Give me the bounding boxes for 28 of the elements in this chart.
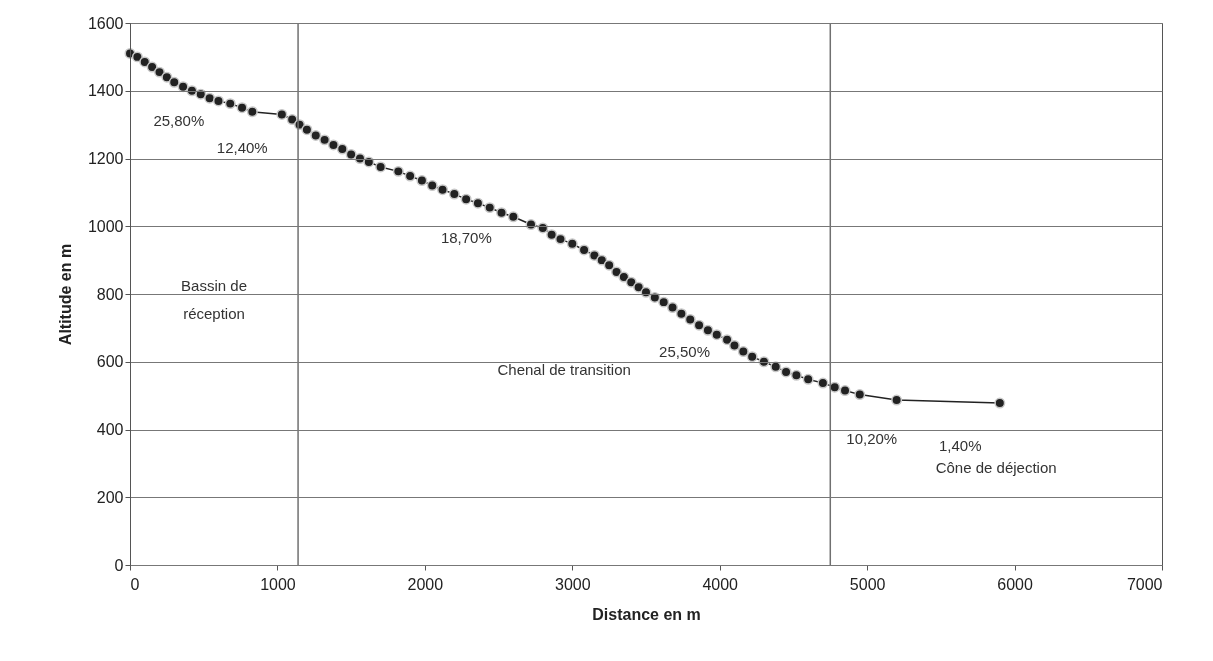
x-tick-label: 5000 [849, 575, 886, 593]
y-axis-title: Altitude en m [56, 243, 74, 346]
y-tick-label: 800 [96, 285, 124, 303]
annotation: 18,70% [440, 229, 492, 247]
x-tick-label: 4000 [702, 575, 739, 593]
y-tick-label: 0 [114, 556, 124, 574]
x-tick-label: 0 [130, 575, 140, 593]
annotation: Cône de déjection [935, 458, 1057, 476]
y-tick-label: 1200 [87, 150, 124, 167]
x-tick-label: 1000 [260, 575, 296, 593]
annotation: 25,50% [659, 342, 710, 360]
x-tick-label: 7000 [1126, 575, 1163, 593]
annotation: 1,40% [938, 436, 982, 454]
annotation: Bassin de réception [181, 276, 247, 322]
annotation: 12,40% [216, 138, 268, 156]
y-tick-label: 200 [96, 488, 124, 506]
y-tick-label: 600 [96, 353, 124, 371]
annotation: Chenal de transition [497, 361, 631, 379]
annotation: 10,20% [846, 429, 898, 447]
annotation: 25,80% [153, 112, 205, 130]
y-tick-label: 1600 [87, 14, 124, 32]
x-axis-title: Distance en m [592, 605, 701, 623]
x-tick-label: 6000 [997, 575, 1033, 593]
y-tick-label: 1400 [87, 82, 124, 100]
y-tick-label: 1000 [87, 217, 124, 235]
x-tick-label: 3000 [554, 575, 591, 593]
y-tick-label: 400 [96, 421, 124, 438]
x-tick-label: 2000 [407, 575, 444, 593]
